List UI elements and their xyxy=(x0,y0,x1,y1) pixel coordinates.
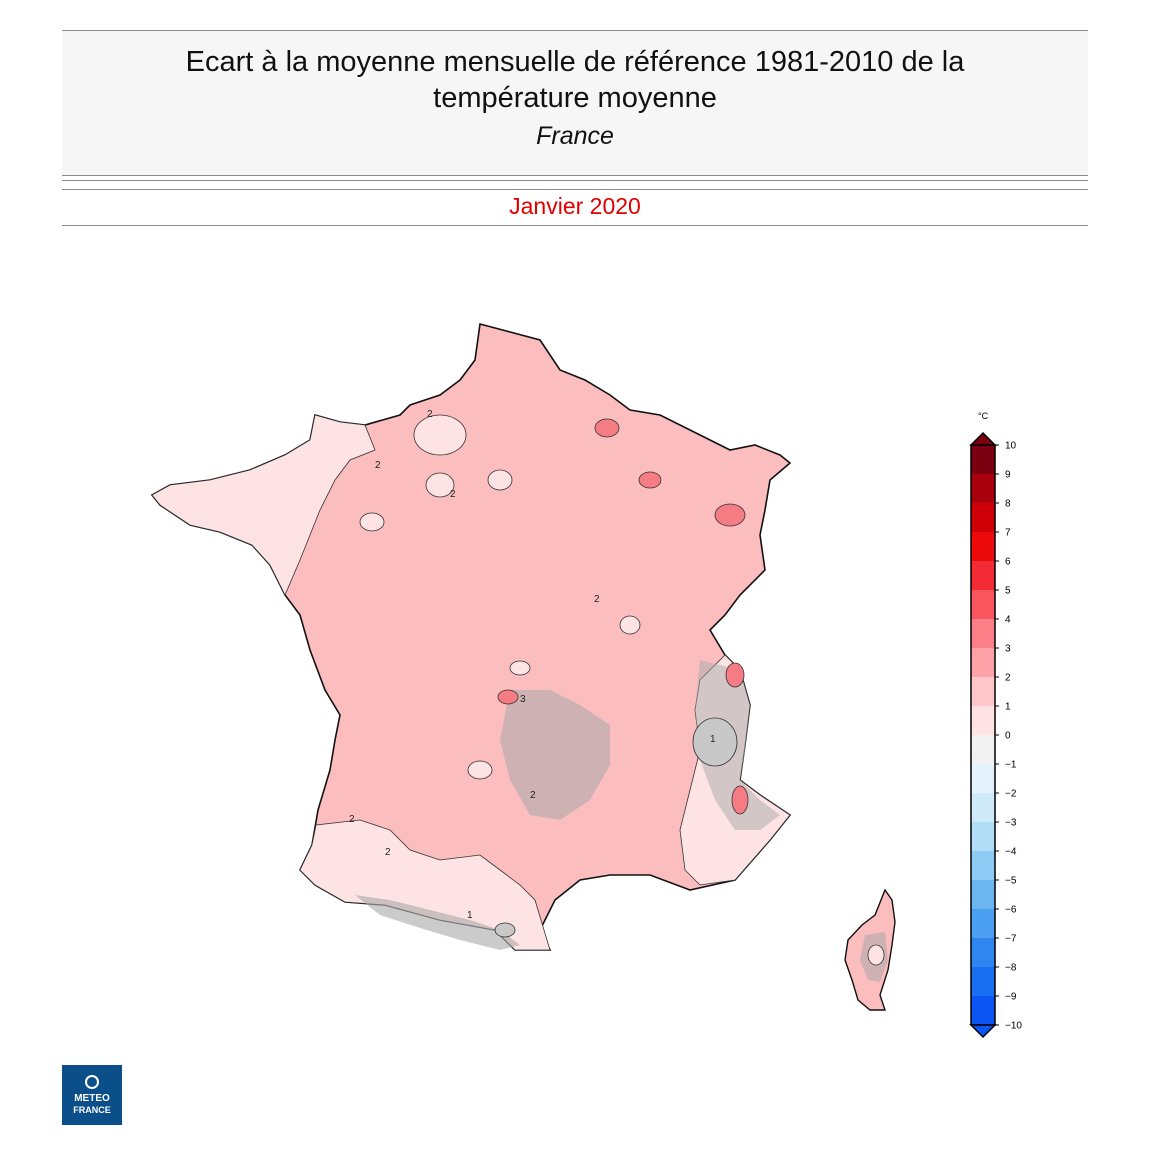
relief-alps xyxy=(695,660,780,830)
contour-label: 2 xyxy=(375,460,381,471)
legend-swatch xyxy=(971,880,995,909)
contour-label: 2 xyxy=(450,489,456,500)
legend-arrow-top xyxy=(969,431,997,446)
legend-swatch xyxy=(971,590,995,619)
legend-swatch xyxy=(971,909,995,938)
legend-swatch xyxy=(971,619,995,648)
legend-tick-label: 9 xyxy=(1005,470,1011,481)
france-anomaly-map: 2 2 2 2 2 3 2 2 1 1 xyxy=(150,322,896,1011)
legend-swatch xyxy=(971,793,995,822)
cool-spot xyxy=(359,512,385,532)
period-label: Janvier 2020 xyxy=(509,193,641,219)
meteo-france-logo: METEO FRANCE xyxy=(62,1065,122,1125)
legend-arrow-bottom xyxy=(969,1024,997,1039)
anomaly-zone-brittany xyxy=(151,414,376,596)
relief-massif-central xyxy=(500,690,610,820)
legend-swatch xyxy=(971,735,995,764)
cool-spot xyxy=(467,760,493,780)
legend-swatch xyxy=(971,996,995,1025)
legend-tick-label: −10 xyxy=(1005,1021,1022,1032)
cool-spot xyxy=(425,472,455,498)
hot-spot xyxy=(638,471,662,489)
legend-swatch xyxy=(971,561,995,590)
cool-spot xyxy=(494,922,516,938)
contour-label: 1 xyxy=(467,910,473,921)
legend-tick-label: 2 xyxy=(1005,673,1011,684)
hot-spot xyxy=(731,785,749,815)
legend-tick-label: −1 xyxy=(1005,760,1017,771)
legend-tick-label: −3 xyxy=(1005,818,1017,829)
legend-tick-label: −6 xyxy=(1005,905,1017,916)
cool-spot xyxy=(509,660,531,676)
legend-swatch xyxy=(971,648,995,677)
legend-tick-label: −2 xyxy=(1005,789,1017,800)
legend-swatch xyxy=(971,706,995,735)
hot-spot xyxy=(594,418,620,438)
title-line-1: Ecart à la moyenne mensuelle de référenc… xyxy=(185,46,965,78)
period-panel: Janvier 2020 xyxy=(62,189,1088,226)
legend-bars xyxy=(969,431,997,1039)
legend-swatch xyxy=(971,677,995,706)
legend-tick-label: 10 xyxy=(1005,441,1017,452)
legend-tick-label: 3 xyxy=(1005,644,1011,655)
logo-icon xyxy=(85,1075,99,1089)
cool-spot xyxy=(867,944,885,966)
legend-swatch xyxy=(971,764,995,793)
legend-tick-label: 6 xyxy=(1005,557,1011,568)
title-line-2: température moyenne xyxy=(433,82,717,114)
contour-label: 2 xyxy=(594,594,600,605)
legend-swatch xyxy=(971,532,995,561)
hot-spot xyxy=(497,689,519,705)
contour-label: 2 xyxy=(349,814,355,825)
legend-tick-label: −9 xyxy=(1005,992,1017,1003)
legend-tick-label: 0 xyxy=(1005,731,1011,742)
logo-text-line2: FRANCE xyxy=(73,1105,111,1115)
contour-label: 2 xyxy=(530,790,536,801)
cool-spot xyxy=(619,615,641,635)
hot-spot xyxy=(725,662,745,688)
contour-label: 2 xyxy=(427,409,433,420)
legend-swatch xyxy=(971,474,995,503)
contour-label: 3 xyxy=(520,694,526,705)
divider xyxy=(62,180,1088,181)
legend-swatch xyxy=(971,967,995,996)
cool-spot xyxy=(413,414,467,456)
legend-tick-label: −8 xyxy=(1005,963,1017,974)
legend-tick-label: 1 xyxy=(1005,702,1011,713)
legend-swatch xyxy=(971,851,995,880)
contour-label: 1 xyxy=(710,734,716,745)
legend-swatch xyxy=(971,445,995,474)
logo-text-line1: METEO xyxy=(74,1093,110,1104)
hot-spot xyxy=(714,503,746,527)
header-panel: Ecart à la moyenne mensuelle de référenc… xyxy=(62,30,1088,176)
legend-tick-label: 5 xyxy=(1005,586,1011,597)
legend-unit: °C xyxy=(978,411,989,421)
region-subtitle: France xyxy=(536,122,614,150)
legend-tick-label: 7 xyxy=(1005,528,1011,539)
page-title: Ecart à la moyenne mensuelle de référenc… xyxy=(62,44,1088,116)
legend-swatch xyxy=(971,822,995,851)
legend-tick-label: −4 xyxy=(1005,847,1017,858)
legend-tick-label: −7 xyxy=(1005,934,1017,945)
relief-pyrenees xyxy=(355,895,520,950)
legend-tick-label: 4 xyxy=(1005,615,1011,626)
contour-label: 2 xyxy=(385,847,391,858)
cool-spot xyxy=(692,717,738,767)
legend-swatch xyxy=(971,938,995,967)
legend-tick-label: −5 xyxy=(1005,876,1017,887)
cool-spot xyxy=(487,469,513,491)
legend-swatch xyxy=(971,503,995,532)
legend-tick-label: 8 xyxy=(1005,499,1011,510)
